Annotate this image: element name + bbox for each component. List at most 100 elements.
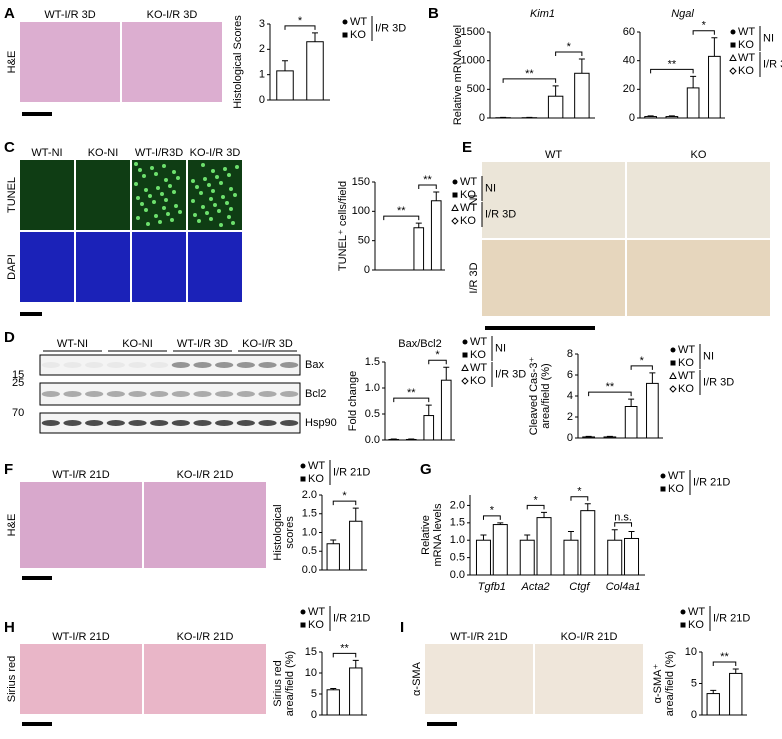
band-label: Bax: [305, 359, 324, 371]
error-bar: [497, 522, 504, 525]
y-tick-label: 100: [352, 205, 370, 217]
lane-group-label: KO-NI: [122, 338, 153, 350]
band: [215, 420, 234, 426]
nucleus: [140, 202, 144, 206]
y-tick-label: 0.5: [302, 545, 317, 557]
legend-label: WT: [350, 16, 367, 28]
y-tick-label: 1.0: [450, 534, 465, 546]
significance-label: n.s.: [614, 512, 632, 524]
column-label: KO-I/R 3D: [190, 147, 241, 159]
significance-label: **: [668, 58, 677, 70]
column-label: KO-I/R 21D: [177, 631, 234, 643]
bar: [582, 436, 595, 439]
nucleus: [217, 209, 221, 213]
band: [63, 362, 82, 368]
micrograph: [144, 482, 266, 568]
nucleus: [154, 172, 158, 176]
nucleus: [144, 208, 148, 212]
scale-bar: [22, 112, 52, 116]
nucleus: [178, 210, 182, 214]
y-tick-label: 8: [567, 348, 573, 360]
column-label: WT-I/R 3D: [44, 9, 95, 21]
bar: [306, 41, 324, 101]
error-bar: [524, 534, 531, 541]
y-tick-label: 1.0: [365, 382, 380, 394]
legend-label: KO: [308, 619, 324, 631]
nucleus: [148, 194, 152, 198]
y-tick-label: 0: [479, 112, 485, 124]
error-bar: [584, 503, 591, 511]
bar: [430, 200, 442, 271]
legend-label: WT: [738, 26, 755, 38]
legend-group: I/R 3D: [703, 376, 734, 388]
y-axis-label: area/field (%): [664, 651, 676, 716]
error-bar: [711, 37, 718, 57]
bar: [603, 436, 617, 439]
nucleus: [162, 164, 166, 168]
micrograph: [188, 232, 242, 302]
significance-bracket: [482, 515, 501, 520]
bar: [405, 438, 417, 441]
y-tick-label: 0.0: [302, 564, 317, 576]
nucleus: [156, 186, 160, 190]
row-label: NI: [468, 195, 480, 206]
significance-label: *: [533, 494, 538, 506]
significance-bracket: [332, 652, 357, 658]
significance-bracket: [332, 500, 357, 506]
nucleus: [229, 207, 233, 211]
y-tick-label: 1: [259, 69, 265, 81]
y-axis-label: α-SMA⁺: [652, 663, 664, 703]
nucleus: [219, 223, 223, 227]
legend-marker: [660, 473, 666, 479]
significance-label: *: [490, 505, 495, 517]
error-bar: [647, 115, 654, 117]
nucleus: [211, 169, 215, 173]
error-bar: [552, 85, 559, 97]
band: [171, 391, 190, 397]
significance-bracket: [383, 215, 420, 221]
band: [128, 362, 147, 368]
legend-group: I/R 3D: [375, 22, 406, 34]
panel-label: H: [4, 619, 15, 636]
band: [106, 362, 125, 368]
row-label: DAPI: [6, 254, 18, 280]
nucleus: [229, 187, 233, 191]
error-bar: [352, 659, 359, 668]
legend-label: KO: [678, 357, 694, 369]
lane-group-label: WT-NI: [57, 338, 88, 350]
significance-bracket: [650, 68, 694, 74]
band: [106, 420, 125, 426]
legend-marker: [670, 347, 676, 353]
y-tick-label: 0: [691, 709, 697, 721]
nucleus: [146, 222, 150, 226]
legend-label: KO: [470, 375, 486, 387]
panel-label: I: [400, 619, 404, 636]
y-axis-label: Histological Scores: [232, 15, 244, 109]
legend-marker: [452, 179, 458, 185]
significance-bracket: [284, 25, 316, 30]
x-tick-label: Col4a1: [606, 581, 641, 593]
error-bar: [433, 191, 440, 201]
nucleus: [215, 175, 219, 179]
error-bar: [628, 398, 635, 407]
bar: [349, 667, 363, 716]
y-tick-label: 2: [259, 43, 265, 55]
y-tick-label: 2.0: [302, 489, 317, 501]
error-bar: [611, 529, 618, 541]
nucleus: [207, 183, 211, 187]
error-bar: [585, 435, 592, 437]
bar: [729, 672, 743, 716]
legend-label: WT: [308, 460, 325, 472]
micrograph: [122, 22, 222, 102]
legend-group: NI: [763, 32, 774, 44]
error-bar: [606, 435, 613, 437]
legend-marker: [680, 609, 686, 615]
legend-group: NI: [703, 350, 714, 362]
bar: [519, 539, 535, 576]
nucleus: [172, 170, 176, 174]
nucleus: [203, 177, 207, 181]
micrograph: [144, 644, 266, 714]
significance-label: *: [567, 41, 572, 53]
significance-label: *: [702, 20, 707, 32]
legend-label: WT: [470, 362, 487, 374]
